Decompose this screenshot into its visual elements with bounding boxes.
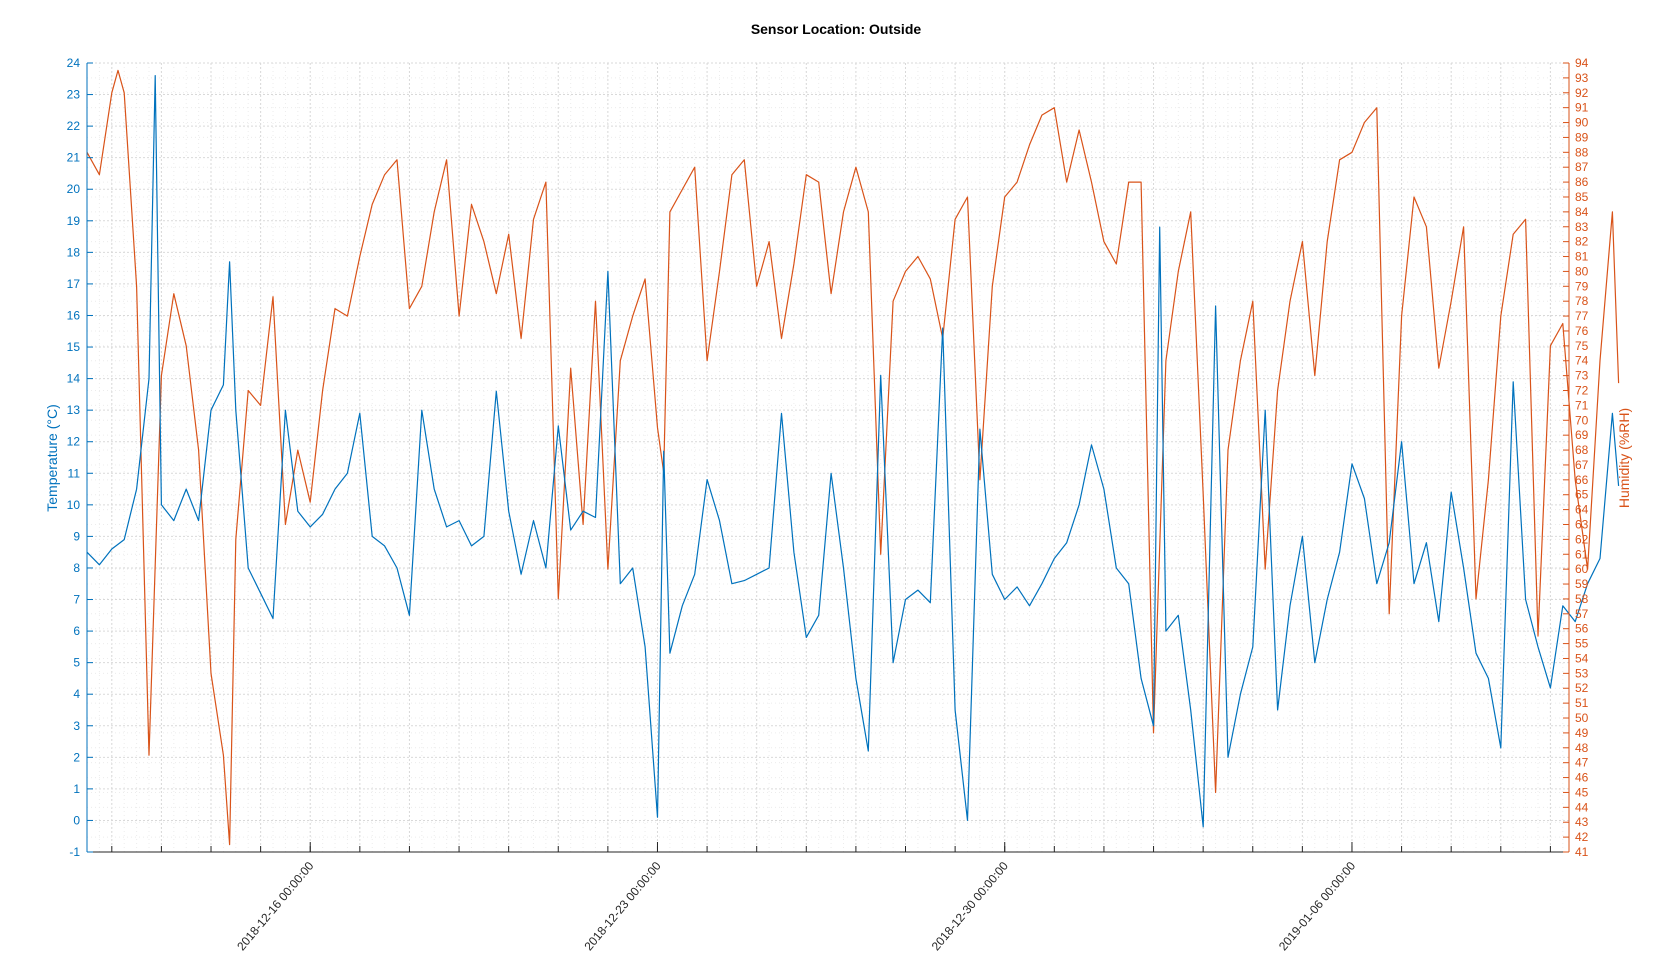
y-right-tick-label: 55 — [1575, 637, 1589, 651]
y-right-tick-label: 58 — [1575, 592, 1589, 606]
y-right-tick-label: 47 — [1575, 756, 1589, 770]
y-right-tick-label: 85 — [1575, 190, 1589, 204]
y-left-tick-label: 21 — [67, 151, 81, 165]
y-right-tick-label: 57 — [1575, 607, 1589, 621]
y-right-tick-label: 79 — [1575, 279, 1589, 293]
y-right-tick-label: 78 — [1575, 294, 1589, 308]
y-right-tick-label: 94 — [1575, 56, 1589, 70]
y-right-tick-label: 69 — [1575, 428, 1589, 442]
y-left-tick-label: 20 — [67, 182, 81, 196]
y-right-tick-label: 88 — [1575, 145, 1589, 159]
y-right-tick-label: 81 — [1575, 250, 1589, 264]
y-right-tick-label: 73 — [1575, 369, 1589, 383]
y-right-tick-label: 68 — [1575, 443, 1589, 457]
y-axis-right-label: Humidity (%RH) — [1616, 408, 1632, 508]
y-right-tick-label: 74 — [1575, 354, 1589, 368]
y-left-tick-label: 1 — [73, 782, 80, 796]
y-left-tick-label: 5 — [73, 656, 80, 670]
y-left-tick-label: 23 — [67, 88, 81, 102]
y-left-tick-label: 4 — [73, 687, 80, 701]
y-right-tick-label: 77 — [1575, 309, 1589, 323]
y-right-tick-label: 53 — [1575, 666, 1589, 680]
y-right-tick-label: 64 — [1575, 503, 1589, 517]
y-right-tick-label: 48 — [1575, 741, 1589, 755]
y-right-tick-label: 66 — [1575, 473, 1589, 487]
y-right-tick-label: 91 — [1575, 101, 1589, 115]
y-right-tick-label: 59 — [1575, 577, 1589, 591]
y-left-tick-label: 8 — [73, 561, 80, 575]
y-right-tick-label: 42 — [1575, 830, 1589, 844]
plot-series — [86, 69, 1620, 846]
y-right-tick-label: 41 — [1575, 845, 1589, 859]
y-right-tick-label: 51 — [1575, 696, 1589, 710]
chart-title: Sensor Location: Outside — [751, 21, 922, 37]
y-left-tick-label: 9 — [73, 529, 80, 543]
y-right-tick-label: 86 — [1575, 175, 1589, 189]
y-right-tick-label: 60 — [1575, 562, 1589, 576]
y-right-tick-label: 52 — [1575, 681, 1589, 695]
y-right-tick-label: 92 — [1575, 86, 1589, 100]
y-left-tick-label: 0 — [73, 813, 80, 827]
y-right-tick-label: 72 — [1575, 384, 1589, 398]
y-left-tick-label: 10 — [67, 498, 81, 512]
y-right-tick-label: 46 — [1575, 771, 1589, 785]
y-left-tick-label: 11 — [68, 466, 81, 480]
y-right-tick-label: 44 — [1575, 800, 1589, 814]
y-right-tick-label: 80 — [1575, 264, 1589, 278]
y-right-tick-label: 75 — [1575, 339, 1589, 353]
y-left-tick-label: 17 — [67, 277, 81, 291]
y-right-tick-label: 67 — [1575, 458, 1589, 472]
y-right-tick-label: 93 — [1575, 71, 1589, 85]
y-right-tick-label: 43 — [1575, 815, 1589, 829]
y-left-tick-label: 15 — [67, 340, 81, 354]
y-right-tick-label: 83 — [1575, 220, 1589, 234]
y-left-tick-label: 12 — [67, 435, 81, 449]
y-right-tick-label: 82 — [1575, 235, 1589, 249]
y-right-tick-label: 62 — [1575, 532, 1589, 546]
y-left-tick-label: 24 — [67, 56, 81, 70]
y-left-tick-label: 13 — [67, 403, 81, 417]
y-left-tick-label: 7 — [73, 593, 80, 607]
y-left-tick-label: 16 — [67, 308, 81, 322]
y-left-tick-label: 22 — [67, 119, 81, 133]
y-right-tick-label: 56 — [1575, 622, 1589, 636]
y-right-tick-label: 76 — [1575, 324, 1589, 338]
y-left-tick-label: 6 — [73, 624, 80, 638]
y-right-tick-label: 71 — [1575, 398, 1589, 412]
y-right-tick-label: 50 — [1575, 711, 1589, 725]
y-left-tick-label: 3 — [73, 719, 80, 733]
y-left-tick-label: -1 — [69, 845, 80, 859]
y-right-tick-label: 65 — [1575, 488, 1589, 502]
temperature-series-line — [86, 75, 1620, 828]
y-right-tick-label: 49 — [1575, 726, 1589, 740]
y-right-tick-label: 54 — [1575, 651, 1589, 665]
y-right-tick-label: 90 — [1575, 116, 1589, 130]
y-right-tick-label: 45 — [1575, 785, 1589, 799]
y-left-tick-label: 2 — [73, 750, 80, 764]
y-right-tick-label: 70 — [1575, 413, 1589, 427]
y-right-tick-label: 61 — [1575, 547, 1589, 561]
y-right-tick-label: 84 — [1575, 205, 1589, 219]
y-axis-left-label: Temperature (°C) — [44, 404, 60, 512]
y-left-tick-label: 18 — [67, 245, 81, 259]
y-right-tick-label: 63 — [1575, 517, 1589, 531]
y-left-tick-label: 14 — [67, 372, 81, 386]
humidity-series-line — [86, 69, 1620, 846]
y-right-tick-label: 87 — [1575, 160, 1589, 174]
y-left-tick-label: 19 — [67, 214, 81, 228]
y-right-tick-label: 89 — [1575, 130, 1589, 144]
